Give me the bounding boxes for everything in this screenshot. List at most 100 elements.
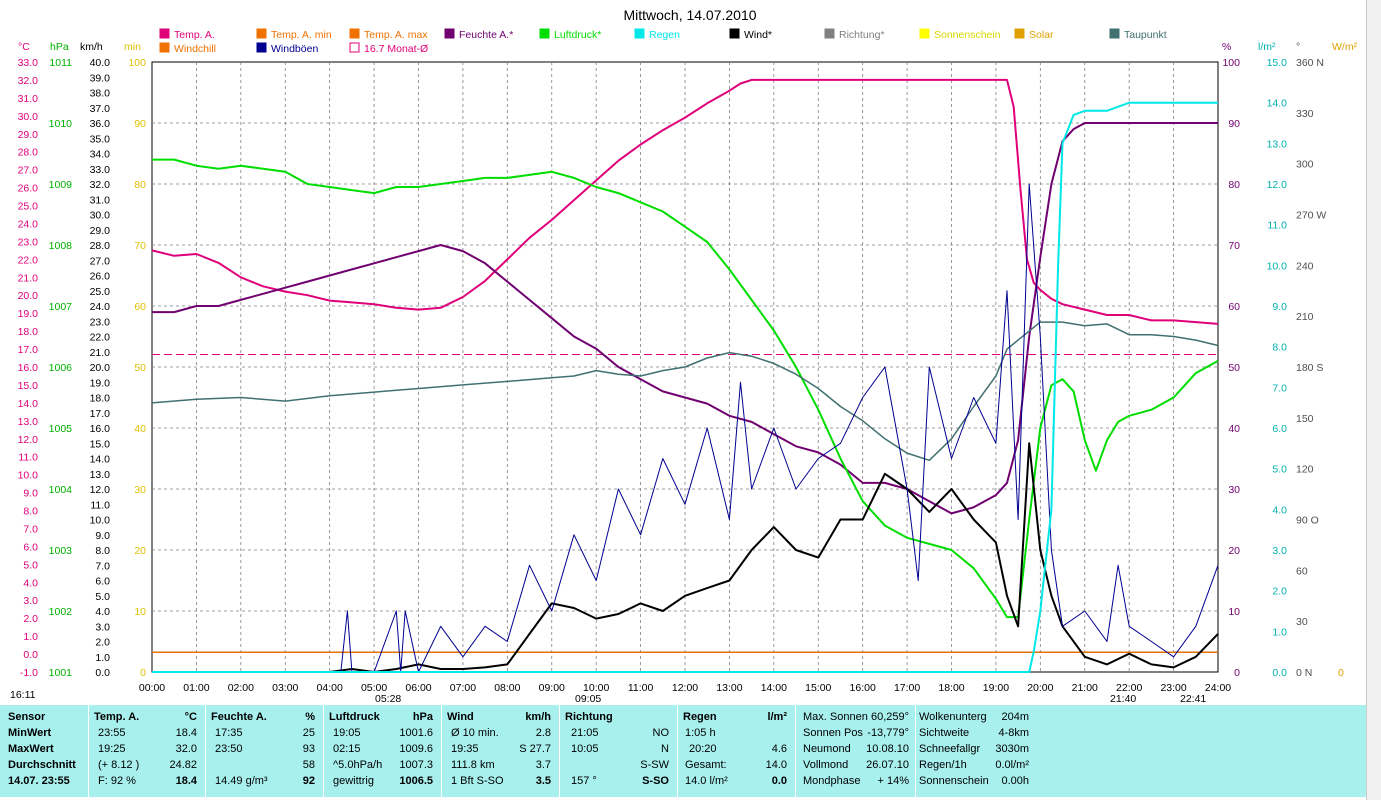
humidity-tick-label: 80 [1228,179,1240,191]
vertical-scrollbar[interactable] [1366,0,1381,800]
humidity-tick-label: 0 [1234,667,1240,679]
astro-value: 10.08.10 [866,743,909,755]
sun-tick-label: 30 [134,484,146,496]
x-tick-label: 01:00 [183,682,209,694]
time-marker-label: 16:11 [10,689,36,701]
direction-degrees: 157 ° [571,775,597,787]
x-tick-label: 13:00 [716,682,742,694]
temp-tick-label: 1.0 [23,631,38,643]
temp-tick-label: 15.0 [18,380,39,392]
series-wind [152,442,1219,673]
direction-tick-label: 60 [1296,565,1308,577]
wind-tick-label: 22.0 [90,332,111,344]
temp-tick-label: 31.0 [18,93,39,105]
wind-tick-label: 37.0 [90,103,111,115]
pressure-avg-value: 1007.3 [399,759,433,771]
wind-tick-label: 17.0 [90,408,111,420]
temp-tick-label: 2.0 [23,613,38,625]
direction-max-time: 10:05 [571,743,599,755]
sun-tick-label: 100 [128,57,146,69]
pressure-trend: ^5.0hPa/h [333,759,383,771]
direction-header: Richtung [565,711,613,723]
legend-label: Temp. A. max [364,29,428,41]
wind-tick-label: 28.0 [90,240,111,252]
wind-max-time: 19:35 [451,743,479,755]
temp-tick-label: 11.0 [18,452,38,464]
direction-tick-label: 90 O [1296,515,1319,527]
sensor-header: Sensor [8,711,46,723]
temp-tick-label: 8.0 [23,506,38,518]
legend-swatch [349,42,360,53]
temp-tick-label: 14.0 [18,398,39,410]
misc-value: 204m [1001,711,1029,723]
temp-tick-label: 10.0 [18,470,39,482]
rain-total-label: Gesamt: [685,759,727,771]
wind-tick-label: 15.0 [90,438,111,450]
humidity-max-time: 23:50 [215,743,243,755]
sun-tick-label: 10 [134,606,146,618]
rain-header: Regen [683,711,717,723]
temp-tick-label: 19.0 [18,308,39,320]
row-label-min: MinWert [8,727,52,739]
direction-tick-label: 150 [1296,413,1314,425]
temp-tick-label: 18.0 [18,326,39,338]
rain-tick-label: 0.0 [1272,667,1287,679]
rain-tick-label: 2.0 [1272,586,1287,598]
direction-max-value: N [661,743,669,755]
temp-tick-label: 6.0 [23,541,38,553]
direction-tick-label: 360 N [1296,57,1324,69]
direction-tick-label: 210 [1296,311,1314,323]
humidity-max-value: 93 [302,743,315,755]
pressure-min-time: 19:05 [333,727,361,739]
axis-unit-label: min [124,41,141,53]
temp-tick-label: 28.0 [18,147,39,159]
direction-column: Richtung 21:05 NO 10:05 N S-SW 157 ° S-SO [559,705,678,797]
astro-value: 26.07.10 [866,759,909,771]
legend-swatch [159,28,170,39]
sun-tick-label: 70 [134,240,146,252]
rain-tick-label: 4.0 [1272,504,1287,516]
legend-label: Temp. A. [174,29,215,41]
sun-tick-label: 90 [134,118,146,130]
x-tick-label: 04:00 [317,682,343,694]
pressure-min-value: 1001.6 [399,727,433,739]
pressure-tick-label: 1003 [49,545,73,557]
rain-tick-label: 5.0 [1272,464,1287,476]
time-marker-label: 09:05 [575,693,601,704]
wind-header: Wind [447,711,474,723]
astro-value: 60,259° [870,711,909,723]
humidity-unit: % [305,711,315,723]
x-tick-label: 15:00 [805,682,831,694]
temp-tick-label: 33.0 [18,57,39,69]
wind-tick-label: 31.0 [90,194,111,206]
wind-tick-label: 8.0 [95,545,110,557]
direction-tick-label: 240 [1296,260,1314,272]
x-tick-label: 02:00 [228,682,254,694]
wind-tick-label: 7.0 [95,560,110,572]
temp-current-value: 18.4 [175,775,197,787]
wind-tick-label: 20.0 [90,362,111,374]
weather-chart: Mittwoch, 14.07.2010 Temp. A.WindchillTe… [10,7,1358,704]
series-feuchte-a [152,122,1218,515]
x-tick-label: 17:00 [894,682,920,694]
misc-label: Sonnenschein [919,775,989,787]
wind-avg-value: 3.7 [535,759,551,771]
humidity-min-value: 25 [302,727,315,739]
series-luftdruck [152,158,1219,619]
axis-unit-label: % [1222,41,1231,53]
x-tick-label: 03:00 [272,682,298,694]
misc-value: 4-8km [998,727,1029,739]
legend-swatch [256,28,267,39]
wind-tick-label: 39.0 [90,72,111,84]
pressure-max-time: 02:15 [333,743,361,755]
humidity-header: Feuchte A. [211,711,267,723]
temp-avg-range: (+ 8.12 ) [98,759,140,771]
wind-tick-label: 16.0 [90,423,111,435]
humidity-tick-label: 90 [1228,118,1240,130]
rain-max-time: 20:20 [689,743,717,755]
rain-total-value: 14.0 [765,759,787,771]
x-tick-label: 12:00 [672,682,698,694]
direction-tick-label: 30 [1296,616,1308,628]
temp-tick-label: 12.0 [18,434,39,446]
legend-label: Regen [649,29,680,41]
